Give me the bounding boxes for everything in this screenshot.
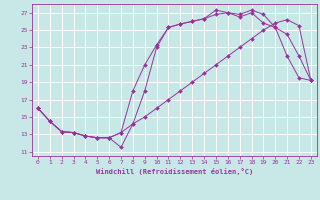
X-axis label: Windchill (Refroidissement éolien,°C): Windchill (Refroidissement éolien,°C) (96, 168, 253, 175)
